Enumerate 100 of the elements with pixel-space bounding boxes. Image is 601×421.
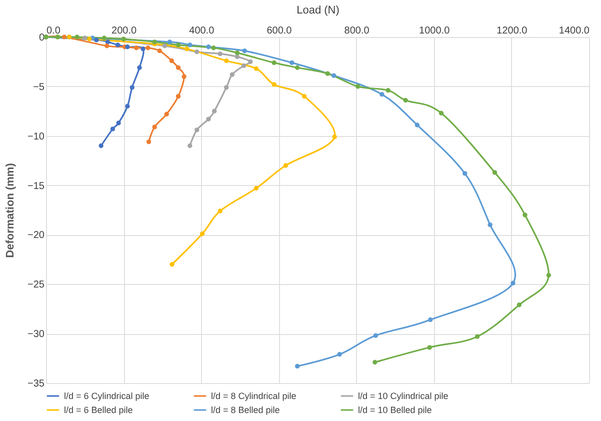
point (462, 171, 468, 176)
point (94, 38, 99, 42)
y-tick-label: −20 (28, 230, 45, 242)
x-tick-label: 0.0 (46, 26, 61, 36)
point (206, 44, 211, 50)
point (146, 139, 152, 144)
legend-label: l/d = 6 Cylindrical pile (64, 391, 150, 401)
point (224, 58, 229, 64)
point (241, 63, 246, 68)
point (102, 36, 107, 40)
point (474, 334, 480, 339)
point (234, 54, 240, 60)
point (125, 104, 130, 109)
point (184, 46, 190, 52)
point (200, 231, 205, 236)
x-tick-label: 1400.0 (558, 26, 590, 36)
point (176, 94, 181, 99)
legend-label: l/d = 6 Belled pile (64, 405, 133, 415)
point (272, 82, 276, 87)
point (224, 85, 229, 90)
point (488, 222, 492, 228)
legend-label: l/d = 8 Cylindrical pile (211, 391, 296, 401)
x-tick-label: 1000.0 (419, 26, 450, 36)
point (176, 42, 181, 48)
point (427, 345, 432, 350)
point (218, 208, 222, 214)
y-tick-label: −15 (28, 180, 45, 192)
point (428, 317, 433, 322)
point (290, 60, 294, 66)
point (302, 94, 307, 99)
point (272, 60, 276, 66)
point (234, 50, 240, 56)
point (170, 262, 174, 267)
y-tick-label: 0 (38, 32, 45, 44)
point (82, 36, 88, 40)
point (104, 44, 110, 48)
x-tick-label: 800.0 (344, 26, 370, 36)
point (254, 186, 259, 191)
point (331, 73, 336, 78)
point (492, 170, 498, 175)
point (546, 272, 552, 278)
point (152, 124, 157, 130)
point (332, 134, 337, 140)
y-tick-label: −5 (33, 82, 45, 93)
point (164, 112, 169, 116)
legend-label: l/d = 8 Belled pile (211, 405, 280, 415)
point (510, 280, 516, 286)
y-tick-label: −30 (28, 329, 45, 340)
point (169, 58, 174, 64)
point (110, 126, 116, 132)
point (125, 44, 130, 50)
point (230, 72, 235, 77)
point (182, 74, 186, 79)
point (74, 34, 80, 40)
point (62, 34, 67, 40)
point (157, 48, 162, 54)
point (380, 92, 384, 97)
point (98, 143, 104, 148)
legend-label: l/d = 10 Belled pile (358, 405, 432, 415)
point (121, 36, 126, 42)
point (188, 42, 192, 48)
point (162, 44, 168, 48)
point (176, 65, 181, 70)
point (206, 116, 211, 122)
point (212, 108, 217, 114)
point (194, 128, 200, 132)
y-tick-label: −10 (28, 131, 45, 142)
point (294, 65, 300, 70)
point (373, 333, 378, 338)
x-tick-label: 1200.0 (496, 26, 528, 36)
point (167, 40, 172, 44)
point (248, 59, 253, 64)
point (254, 66, 259, 71)
point (403, 98, 408, 103)
point (188, 143, 192, 148)
x-axis-title: Load (N) (296, 4, 340, 16)
point (242, 48, 247, 54)
point (522, 212, 528, 218)
point (337, 352, 342, 357)
point (355, 84, 360, 89)
y-axis-title: Deformation (mm) (4, 162, 17, 258)
point (134, 46, 139, 50)
point (140, 46, 146, 52)
point (137, 65, 142, 70)
x-tick-label: 200.0 (112, 26, 138, 36)
point (116, 120, 121, 126)
point (194, 49, 200, 54)
y-tick-label: −35 (28, 378, 45, 390)
point (372, 360, 378, 365)
point (414, 122, 420, 128)
point (283, 163, 288, 168)
legend-label: l/d = 10 Cylindrical pile (358, 391, 448, 401)
point (218, 51, 222, 56)
point (211, 46, 216, 50)
point (516, 302, 522, 308)
x-tick-label: 400.0 (189, 26, 215, 36)
point (105, 40, 110, 44)
point (146, 46, 150, 50)
point (438, 110, 444, 116)
point (386, 88, 390, 93)
